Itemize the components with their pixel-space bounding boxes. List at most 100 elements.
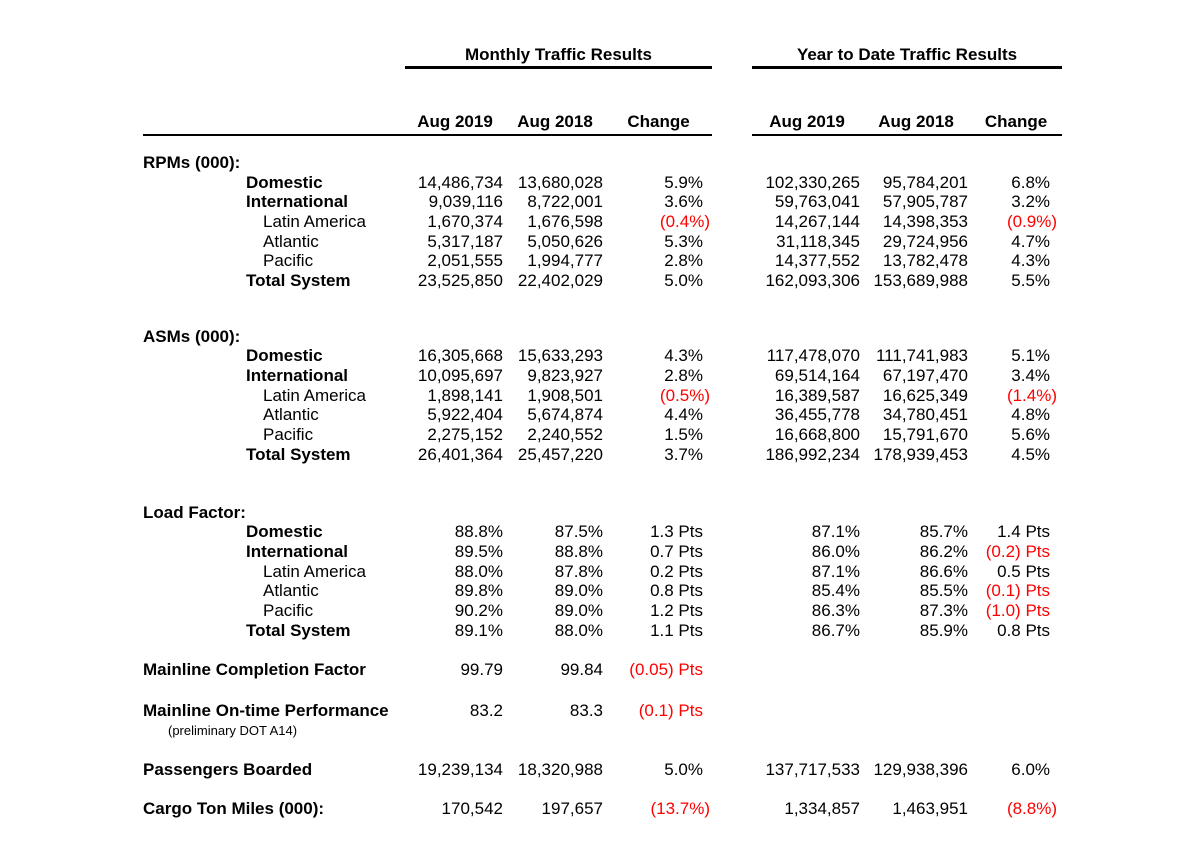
monthly-aug2018-value: 89.0%: [554, 600, 603, 620]
monthly-aug2019-value: 89.1%: [454, 620, 503, 640]
monthly-aug2019-value: 2,051,555: [427, 251, 503, 271]
monthly-aug2018-value: 88.8%: [554, 541, 603, 561]
monthly-aug2019-value: 89.8%: [454, 581, 503, 601]
monthly-aug2018-value: 83.3: [569, 701, 603, 721]
ytd-change-value: [970, 701, 1062, 721]
row-label: Mainline Completion Factor: [143, 660, 366, 680]
row-load-factor-international: International 89.5% 88.8% 0.7 Pts 86.0% …: [143, 542, 1062, 562]
monthly-aug2019-value: 9,039,116: [428, 192, 503, 212]
monthly-aug2018-value: 99.84: [560, 660, 603, 680]
footnote-text: (preliminary DOT A14): [168, 722, 298, 738]
monthly-change-value: (0.4%): [659, 211, 710, 231]
ytd-change-value: 3.4%: [1011, 366, 1051, 386]
ytd-aug2018-value: 85.5%: [919, 581, 968, 601]
row-label: Total System: [246, 444, 351, 464]
row-label: Mainline On-time Performance: [143, 701, 389, 721]
row-label: Passengers Boarded: [143, 760, 313, 780]
monthly-aug2018-value: 15,633,293: [517, 346, 603, 366]
monthly-aug2018-value: 87.5%: [554, 522, 603, 542]
monthly-aug2019-value: 1,670,374: [427, 211, 503, 231]
ytd-aug2019-value: 86.7%: [811, 620, 860, 640]
monthly-aug2018-value: 5,050,626: [527, 231, 603, 251]
ytd-change-value: 3.2%: [1011, 192, 1051, 212]
ytd-aug2019-value: 36,455,778: [774, 405, 860, 425]
monthly-aug2019-value: 23,525,850: [417, 271, 503, 291]
ytd-aug2019-value: 14,377,552: [774, 251, 860, 271]
monthly-aug2019-value: 99.79: [460, 660, 503, 680]
row-label: Pacific: [263, 425, 314, 445]
ytd-aug2019-value: 69,514,164: [774, 366, 860, 386]
monthly-aug2019-value: 5,317,187: [427, 231, 503, 251]
ytd-aug2019-value: 85.4%: [811, 581, 860, 601]
row-passengers-boarded: Passengers Boarded 19,239,134 18,320,988…: [143, 761, 1062, 781]
ytd-change-value: 1.4 Pts: [997, 522, 1051, 542]
ytd-aug2018-value: 95,784,201: [882, 172, 968, 192]
monthly-col-change: Change: [605, 105, 712, 136]
ytd-change-value: 6.8%: [1011, 172, 1051, 192]
row-rpms-total-system: Total System 23,525,850 22,402,029 5.0% …: [143, 271, 1062, 291]
monthly-change-value: 0.8 Pts: [650, 581, 703, 601]
monthly-col-aug2018: Aug 2018: [505, 105, 605, 136]
ytd-aug2019-value: 14,267,144: [774, 211, 860, 231]
row-label: Domestic: [246, 172, 323, 192]
monthly-aug2018-value: 89.0%: [554, 581, 603, 601]
row-rpms-domestic: Domestic 14,486,734 13,680,028 5.9% 102,…: [143, 173, 1062, 193]
row-label: International: [246, 366, 349, 386]
ytd-aug2018-value: 57,905,787: [882, 192, 968, 212]
monthly-aug2018-value: 1,994,777: [527, 251, 603, 271]
monthly-aug2019-value: 90.2%: [454, 600, 503, 620]
monthly-change-value: 1.1 Pts: [650, 620, 703, 640]
ytd-aug2019-value: 186,992,234: [765, 444, 860, 464]
ytd-aug2018-value: 34,780,451: [882, 405, 968, 425]
ytd-aug2018-value: 29,724,956: [882, 231, 968, 251]
ytd-group-title: Year to Date Traffic Results: [752, 40, 1063, 69]
ytd-aug2018-value: 153,689,988: [873, 271, 968, 291]
monthly-col-aug2019: Aug 2019: [405, 105, 505, 136]
row-label: Atlantic: [263, 231, 319, 251]
ytd-aug2018-value: 111,741,983: [875, 346, 968, 366]
monthly-aug2019-value: 89.5%: [454, 541, 503, 561]
ytd-aug2019-value: [752, 701, 862, 721]
row-label: Pacific: [263, 600, 314, 620]
row-asms-pacific: Pacific 2,275,152 2,240,552 1.5% 16,668,…: [143, 425, 1062, 445]
row-rpms-latin-america: Latin America 1,670,374 1,676,598 (0.4%)…: [143, 212, 1062, 232]
row-load-factor-total-system: Total System 89.1% 88.0% 1.1 Pts 86.7% 8…: [143, 621, 1062, 641]
ytd-aug2019-value: 87.1%: [811, 522, 860, 542]
monthly-change-value: 5.0%: [664, 760, 703, 780]
ytd-aug2019-value: 86.0%: [811, 541, 860, 561]
column-gap: [712, 40, 752, 68]
monthly-aug2019-value: 16,305,668: [417, 346, 503, 366]
monthly-aug2018-value: 2,240,552: [527, 425, 603, 445]
monthly-aug2018-value: 18,320,988: [517, 760, 603, 780]
row-asms-latin-america: Latin America 1,898,141 1,908,501 (0.5%)…: [143, 386, 1062, 406]
monthly-aug2018-value: 8,722,001: [527, 192, 603, 212]
spacer-row: [143, 465, 1062, 503]
ytd-change-value: (0.1) Pts: [985, 581, 1051, 601]
row-ontime-footnote: (preliminary DOT A14): [143, 721, 1062, 741]
ytd-aug2019-value: 1,334,857: [784, 799, 860, 819]
ytd-aug2018-value: 129,938,396: [873, 760, 968, 780]
row-label: Atlantic: [263, 405, 319, 425]
ytd-aug2019-value: 137,717,533: [765, 760, 860, 780]
monthly-aug2018-value: 1,676,598: [527, 211, 603, 231]
monthly-change-value: (0.05) Pts: [629, 660, 703, 680]
row-rpms-atlantic: Atlantic 5,317,187 5,050,626 5.3% 31,118…: [143, 232, 1062, 252]
ytd-change-value: (1.0) Pts: [985, 600, 1051, 620]
section-label: ASMs (000):: [143, 326, 241, 346]
row-label: Domestic: [246, 346, 323, 366]
spacer-row: [143, 135, 1062, 153]
ytd-change-value: 6.0%: [1011, 760, 1051, 780]
monthly-aug2018-value: 25,457,220: [517, 444, 603, 464]
monthly-aug2018-value: 87.8%: [554, 561, 603, 581]
monthly-change-value: 0.7 Pts: [650, 541, 703, 561]
ytd-aug2019-value: 117,478,070: [766, 346, 860, 366]
ytd-aug2018-value: 67,197,470: [882, 366, 968, 386]
monthly-change-value: 2.8%: [664, 366, 703, 386]
column-gap: [712, 105, 752, 135]
ytd-col-aug2018: Aug 2018: [862, 105, 970, 136]
ytd-change-value: 5.1%: [1011, 346, 1051, 366]
row-label: International: [246, 541, 349, 561]
ytd-aug2018-value: 15,791,670: [882, 425, 968, 445]
empty-cell: [143, 40, 405, 68]
